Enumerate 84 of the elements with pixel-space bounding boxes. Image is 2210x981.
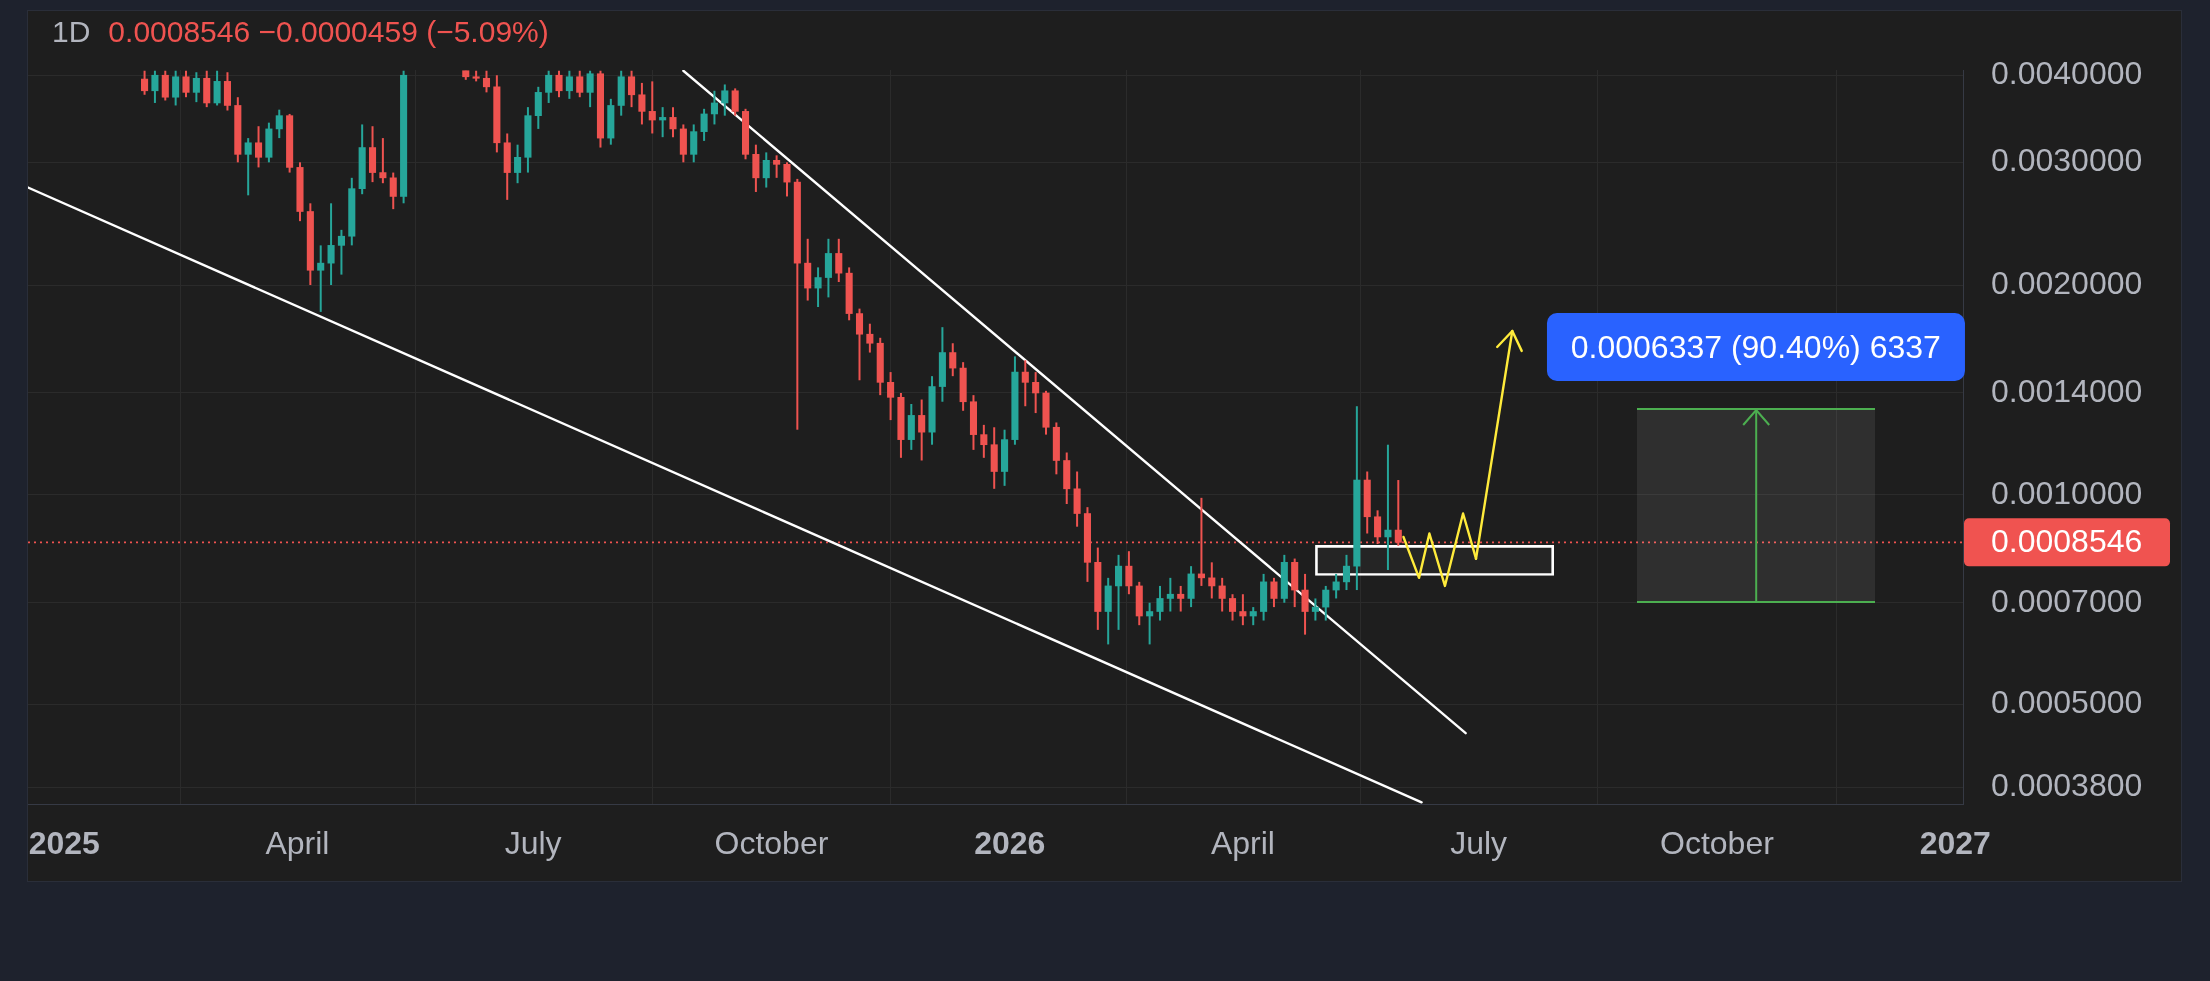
x-tick-label: April	[1210, 825, 1275, 862]
candlestick	[638, 81, 646, 126]
candlestick	[887, 371, 895, 422]
candlestick	[317, 244, 325, 313]
y-tick-label: 0.0003800	[1991, 767, 2143, 804]
candlestick	[1239, 593, 1247, 627]
candlestick	[482, 69, 491, 94]
candlestick	[182, 69, 190, 99]
candlestick	[1218, 576, 1226, 613]
candlestick	[1166, 576, 1174, 613]
x-tick-label: July	[504, 825, 562, 862]
candlestick	[1342, 553, 1351, 592]
candlestick	[783, 161, 791, 198]
candlestick	[337, 228, 345, 276]
candlestick	[586, 69, 594, 109]
y-tick-label: 0.0010000	[1991, 474, 2143, 511]
candlestick	[1301, 572, 1309, 636]
candlestick	[534, 85, 542, 130]
y-tick-label: 0.0040000	[1991, 55, 2143, 92]
candlestick	[1228, 593, 1237, 622]
candlestick	[1146, 601, 1154, 646]
candlestick	[565, 69, 573, 100]
chart-subtitle: 0.0008546 −0.0000459 (−5.09%)	[108, 15, 549, 49]
candlestick	[1249, 606, 1257, 627]
candlestick	[1384, 443, 1392, 571]
candlestick	[659, 106, 667, 139]
candlestick	[710, 89, 718, 126]
candlestick	[855, 307, 864, 382]
candlestick	[161, 69, 169, 102]
annotation: 0.0006337 (90.40%) 6337	[1546, 312, 1965, 381]
ref-line-label: 0.0008546	[1991, 523, 2143, 560]
candlestick	[555, 69, 563, 99]
candlestick	[514, 143, 522, 185]
candlestick	[700, 107, 708, 142]
candlestick	[669, 106, 677, 139]
candlestick	[379, 137, 387, 185]
candlestick	[1156, 584, 1164, 622]
x-tick-label: October	[1660, 825, 1775, 862]
candlestick	[213, 69, 221, 107]
candlestick	[773, 154, 781, 179]
candlestick	[918, 398, 926, 462]
candlestick	[389, 171, 397, 211]
y-tick-label: 0.0030000	[1991, 142, 2143, 179]
x-tick-label: April	[265, 825, 330, 862]
candlestick	[814, 266, 822, 308]
candlestick	[545, 69, 553, 104]
candlestick	[244, 137, 252, 197]
x-tick-label: 2027	[1919, 825, 1991, 862]
candlestick	[690, 123, 698, 164]
candlestick	[1311, 597, 1319, 622]
chart-title: 1D	[52, 15, 91, 49]
candlestick	[1115, 553, 1123, 631]
candlestick	[1021, 359, 1029, 408]
y-tick-label: 0.0005000	[1991, 684, 2143, 721]
candlestick	[866, 322, 874, 354]
candlestick	[192, 71, 200, 104]
candlestick	[949, 342, 957, 378]
candlestick	[1125, 550, 1133, 596]
candlestick	[980, 423, 988, 459]
x-tick-label: July	[1450, 825, 1508, 862]
candlestick	[1032, 371, 1040, 415]
candlestick	[648, 80, 656, 135]
candlestick	[141, 69, 149, 96]
y-tick-label: 0.0014000	[1991, 372, 2143, 409]
candlestick	[628, 69, 636, 109]
candlestick	[576, 69, 584, 99]
x-tick-label: October	[714, 825, 829, 862]
candlestick	[172, 69, 180, 107]
candlestick	[327, 202, 335, 287]
candlestick	[835, 237, 843, 284]
candlestick	[1208, 561, 1216, 600]
y-tick-label: 0.0020000	[1991, 264, 2143, 301]
y-tick-label: 0.0007000	[1991, 582, 2143, 619]
candlestick	[721, 83, 729, 117]
x-tick-label: 2025	[28, 825, 100, 862]
x-tick-label: 2026	[974, 825, 1046, 862]
candlestick	[151, 69, 159, 104]
candlestick	[255, 125, 263, 169]
candlestick	[1177, 584, 1185, 613]
candlestick	[1322, 584, 1330, 622]
candlestick	[731, 87, 739, 117]
candlestick	[1270, 576, 1278, 609]
candlestick	[762, 151, 770, 189]
candlestick	[275, 108, 283, 140]
